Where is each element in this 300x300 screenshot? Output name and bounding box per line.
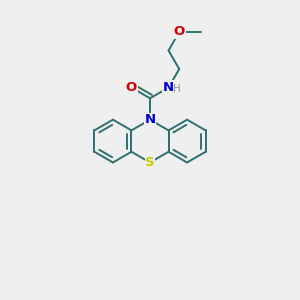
Text: N: N — [144, 113, 156, 126]
Text: H: H — [173, 84, 181, 94]
Text: O: O — [126, 81, 137, 94]
Text: S: S — [145, 156, 155, 169]
Text: O: O — [174, 26, 185, 38]
Text: N: N — [163, 81, 174, 94]
